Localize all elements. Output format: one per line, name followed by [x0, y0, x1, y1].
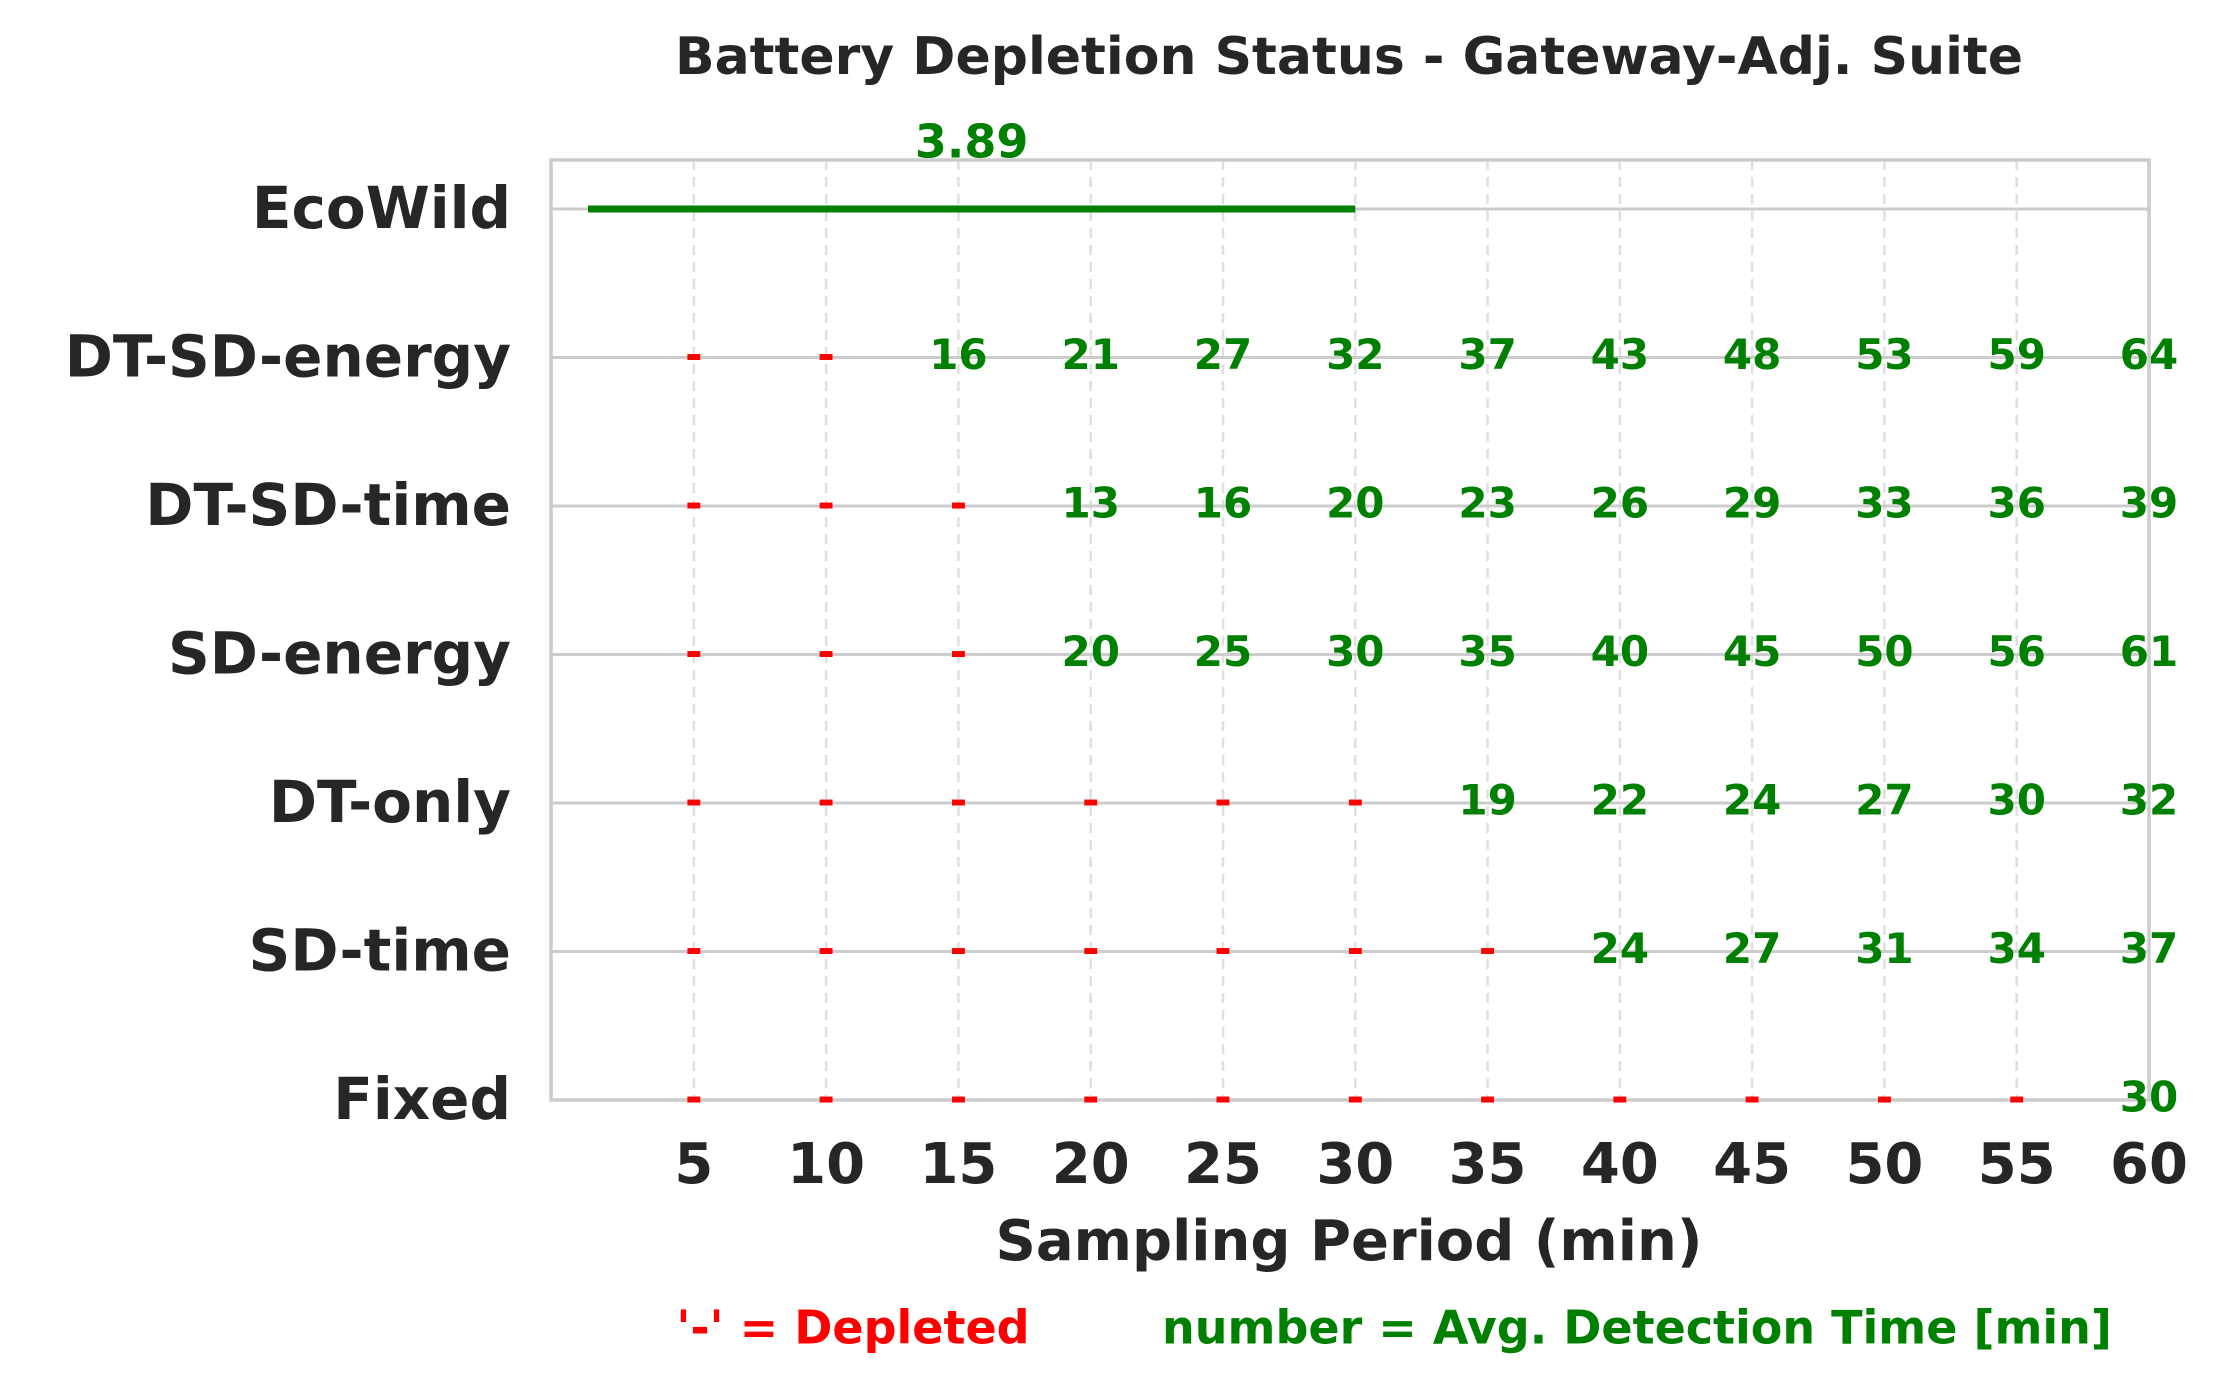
x-tick-label: 50 — [1845, 1132, 1923, 1197]
value-label: 37 — [1458, 330, 1516, 379]
depleted-mark: - — [1214, 1073, 1231, 1122]
x-tick-label: 40 — [1581, 1132, 1659, 1197]
value-label: 27 — [1194, 330, 1252, 379]
y-tick-label: SD-time — [249, 917, 511, 985]
depleted-mark: - — [817, 776, 834, 825]
y-tick-label: SD-energy — [168, 620, 511, 688]
x-tick-label: 25 — [1184, 1132, 1262, 1197]
depleted-mark: - — [1347, 924, 1364, 973]
y-tick-label: EcoWild — [252, 174, 511, 242]
x-tick-label: 55 — [1978, 1132, 2056, 1197]
value-label: 21 — [1061, 330, 1119, 379]
y-tick-label: DT-only — [269, 768, 511, 836]
plot-frame — [549, 158, 2151, 1102]
depleted-mark: - — [817, 330, 834, 379]
chart-title: Battery Depletion Status - Gateway-Adj. … — [675, 27, 2023, 87]
value-label: 40 — [1591, 627, 1649, 676]
depleted-mark: - — [1743, 1073, 1760, 1122]
value-label: 33 — [1855, 479, 1913, 528]
legend-entry: '-' = Depleted — [676, 1301, 1029, 1355]
depleted-mark: - — [685, 776, 702, 825]
value-label: 26 — [1591, 479, 1649, 528]
depleted-mark: - — [1479, 1073, 1496, 1122]
value-label: 29 — [1723, 479, 1781, 528]
depleted-mark: - — [817, 924, 834, 973]
value-label: 25 — [1194, 627, 1252, 676]
depleted-mark: - — [950, 924, 967, 973]
value-label: 30 — [2120, 1073, 2178, 1122]
x-tick-label: 15 — [919, 1132, 997, 1197]
value-label: 22 — [1591, 776, 1649, 825]
depleted-mark: - — [950, 627, 967, 676]
value-label: 32 — [2120, 776, 2178, 825]
value-label: 24 — [1591, 924, 1649, 973]
x-axis-label: Sampling Period (min) — [996, 1209, 1703, 1274]
value-label: 30 — [1987, 776, 2045, 825]
x-tick-label: 35 — [1449, 1132, 1527, 1197]
depleted-mark: - — [2008, 1073, 2025, 1122]
depleted-mark: - — [1347, 776, 1364, 825]
value-label: 31 — [1855, 924, 1913, 973]
x-tick-label: 30 — [1316, 1132, 1394, 1197]
value-label: 45 — [1723, 627, 1781, 676]
depleted-mark: - — [685, 330, 702, 379]
value-label: 59 — [1987, 330, 2045, 379]
x-tick-label: 20 — [1052, 1132, 1130, 1197]
depleted-mark: - — [1876, 1073, 1893, 1122]
depleted-mark: - — [1214, 776, 1231, 825]
value-label: 19 — [1458, 776, 1516, 825]
x-tick-label: 60 — [2110, 1132, 2188, 1197]
value-label: 43 — [1591, 330, 1649, 379]
value-label: 16 — [1194, 479, 1252, 528]
value-label: 56 — [1987, 627, 2045, 676]
x-tick-label: 5 — [674, 1132, 713, 1197]
value-label: 48 — [1723, 330, 1781, 379]
value-label: 53 — [1855, 330, 1913, 379]
depleted-mark: - — [817, 479, 834, 528]
depleted-mark: - — [685, 627, 702, 676]
depleted-mark: - — [1082, 776, 1099, 825]
depleted-mark: - — [1082, 1073, 1099, 1122]
value-label: 24 — [1723, 776, 1781, 825]
x-tick-label: 45 — [1713, 1132, 1791, 1197]
value-label: 23 — [1458, 479, 1516, 528]
span-label: 3.89 — [915, 115, 1029, 169]
value-label: 36 — [1987, 479, 2045, 528]
x-tick-label: 10 — [787, 1132, 865, 1197]
depleted-mark: - — [817, 1073, 834, 1122]
depleted-mark: - — [1611, 1073, 1628, 1122]
depleted-mark: - — [950, 479, 967, 528]
value-label: 32 — [1326, 330, 1384, 379]
value-label: 30 — [1326, 627, 1384, 676]
value-label: 61 — [2120, 627, 2178, 676]
depleted-mark: - — [817, 627, 834, 676]
value-label: 50 — [1855, 627, 1913, 676]
value-label: 27 — [1723, 924, 1781, 973]
value-label: 64 — [2120, 330, 2178, 379]
depleted-mark: - — [1347, 1073, 1364, 1122]
depleted-mark: - — [1214, 924, 1231, 973]
depleted-mark: - — [685, 479, 702, 528]
value-label: 39 — [2120, 479, 2178, 528]
depleted-mark: - — [950, 1073, 967, 1122]
value-label: 27 — [1855, 776, 1913, 825]
depleted-mark: - — [1479, 924, 1496, 973]
value-label: 37 — [2120, 924, 2178, 973]
value-label: 20 — [1326, 479, 1384, 528]
depleted-mark: - — [950, 776, 967, 825]
value-label: 13 — [1061, 479, 1119, 528]
value-label: 35 — [1458, 627, 1516, 676]
value-label: 34 — [1987, 924, 2045, 973]
depleted-mark: - — [685, 1073, 702, 1122]
value-label: 16 — [929, 330, 987, 379]
legend-entry: number = Avg. Detection Time [min] — [1162, 1301, 2112, 1355]
depleted-mark: - — [685, 924, 702, 973]
y-tick-label: Fixed — [333, 1065, 511, 1133]
y-tick-label: DT-SD-time — [145, 471, 511, 539]
depleted-mark: - — [1082, 924, 1099, 973]
value-label: 20 — [1061, 627, 1119, 676]
y-tick-label: DT-SD-energy — [65, 323, 511, 391]
